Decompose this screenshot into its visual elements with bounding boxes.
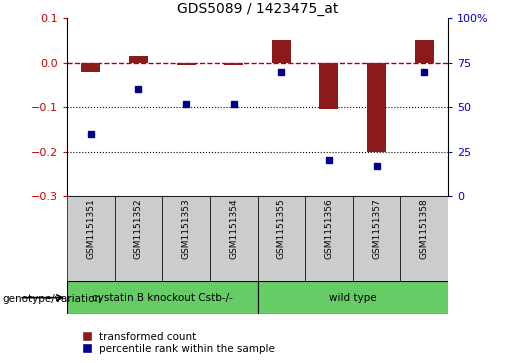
Bar	[224, 62, 243, 65]
Text: wild type: wild type	[329, 293, 376, 303]
Text: GSM1151355: GSM1151355	[277, 199, 286, 259]
Text: GSM1151358: GSM1151358	[420, 199, 428, 259]
Text: GSM1151356: GSM1151356	[324, 199, 333, 259]
Bar	[272, 40, 291, 62]
Bar	[81, 62, 100, 72]
Text: GSM1151353: GSM1151353	[182, 199, 191, 259]
Bar	[319, 62, 338, 109]
Bar	[129, 56, 148, 62]
Bar	[415, 40, 434, 62]
Bar	[305, 196, 353, 281]
Text: GSM1151357: GSM1151357	[372, 199, 381, 259]
Bar	[210, 196, 258, 281]
Bar	[177, 62, 196, 65]
Text: GSM1151352: GSM1151352	[134, 199, 143, 259]
Text: cystatin B knockout Cstb-/-: cystatin B knockout Cstb-/-	[92, 293, 233, 303]
Text: genotype/variation: genotype/variation	[3, 294, 101, 305]
Text: GSM1151351: GSM1151351	[87, 199, 95, 259]
Bar	[67, 281, 258, 314]
Bar	[353, 196, 401, 281]
Legend: transformed count, percentile rank within the sample: transformed count, percentile rank withi…	[82, 331, 275, 354]
Bar	[67, 196, 115, 281]
Text: GSM1151354: GSM1151354	[229, 199, 238, 259]
Bar	[401, 196, 448, 281]
Bar	[114, 196, 162, 281]
Bar	[258, 196, 305, 281]
Title: GDS5089 / 1423475_at: GDS5089 / 1423475_at	[177, 2, 338, 16]
Bar	[258, 281, 472, 314]
Bar	[162, 196, 210, 281]
Bar	[367, 62, 386, 152]
